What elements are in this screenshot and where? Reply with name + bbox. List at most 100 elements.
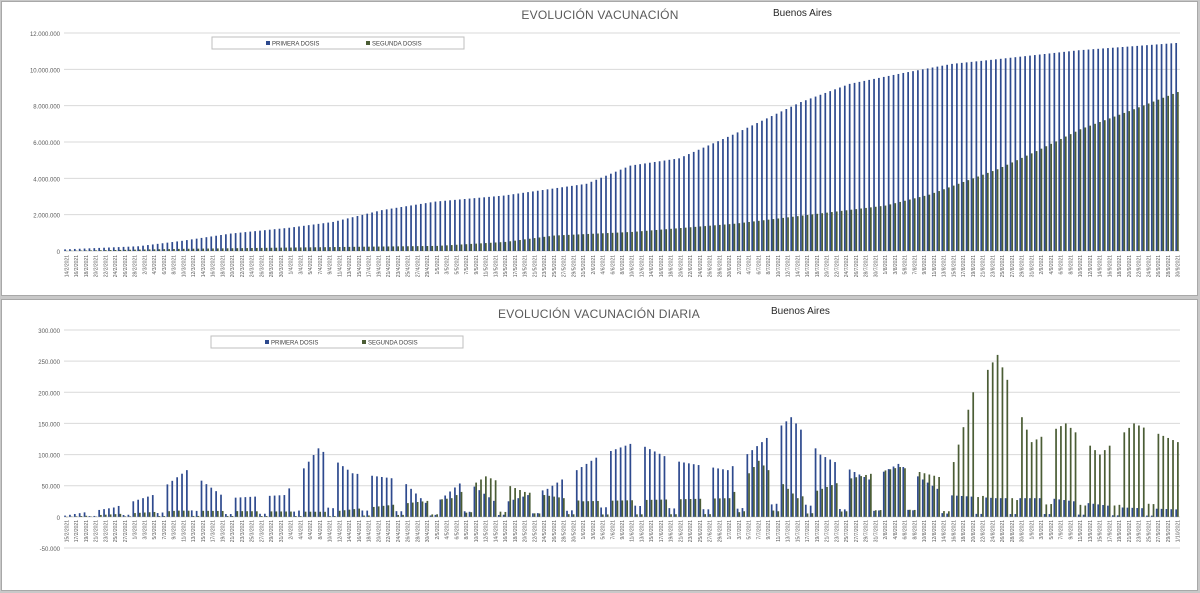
bar-primera-dosis (995, 498, 997, 517)
bar-primera-dosis (702, 509, 705, 517)
bar-primera-dosis (556, 482, 559, 517)
bar-primera-dosis (1004, 58, 1007, 251)
y-tick-label: 2.000.000 (33, 214, 60, 220)
x-tick-label: 14/2/2021 (64, 255, 70, 277)
x-tick-label: 19/5/2021 (523, 255, 529, 277)
bar-segunda-dosis (324, 247, 326, 251)
bar-segunda-dosis (1074, 131, 1077, 251)
bar-primera-dosis (88, 248, 91, 251)
bar-primera-dosis (507, 501, 510, 517)
bar-segunda-dosis (592, 501, 594, 517)
bar-segunda-dosis (202, 248, 205, 251)
x-tick-label: 8/8/2021 (912, 520, 918, 540)
bar-segunda-dosis (338, 247, 341, 251)
bar-segunda-dosis (943, 189, 945, 251)
bar-primera-dosis (351, 473, 354, 517)
bar-segunda-dosis (392, 246, 395, 251)
x-tick-label: 28/3/2021 (269, 255, 275, 277)
bar-primera-dosis (166, 484, 169, 517)
bar-segunda-dosis (1045, 146, 1048, 251)
bar-segunda-dosis (996, 354, 999, 517)
bar-primera-dosis (156, 513, 159, 517)
x-tick-label: 19/4/2021 (376, 255, 382, 277)
bar-segunda-dosis (182, 248, 185, 251)
bar-segunda-dosis (446, 498, 448, 517)
bar-primera-dosis (1019, 498, 1022, 517)
x-tick-label: 2/3/2021 (142, 255, 148, 275)
bar-primera-dosis (1058, 52, 1061, 252)
bar-segunda-dosis (455, 244, 458, 251)
bar-primera-dosis (722, 469, 724, 517)
bar-segunda-dosis (684, 227, 687, 251)
x-tick-label: 22/2/2021 (103, 255, 109, 277)
bar-primera-dosis (195, 510, 198, 517)
bar-primera-dosis (644, 163, 646, 251)
x-tick-label: 1/5/2021 (435, 255, 441, 275)
bar-primera-dosis (215, 491, 217, 517)
x-tick-label: 1/9/2021 (1029, 520, 1035, 540)
bar-segunda-dosis (918, 472, 921, 517)
bar-primera-dosis (580, 467, 583, 517)
bar-segunda-dosis (538, 513, 541, 517)
x-tick-label: 21/6/2021 (678, 520, 684, 542)
bar-primera-dosis (785, 109, 788, 251)
bar-primera-dosis (293, 511, 295, 517)
bar-primera-dosis (458, 199, 461, 251)
bar-segunda-dosis (119, 249, 122, 251)
x-tick-label: 28/2/2021 (133, 255, 139, 277)
x-tick-label: 1/7/2021 (727, 520, 733, 540)
bar-primera-dosis (1058, 499, 1061, 517)
bar-segunda-dosis (933, 475, 936, 517)
bar-segunda-dosis (860, 208, 862, 251)
bar-segunda-dosis (709, 514, 711, 517)
bar-primera-dosis (415, 493, 417, 517)
bar-primera-dosis (1029, 55, 1031, 251)
bar-primera-dosis (551, 188, 554, 251)
bar-primera-dosis (960, 62, 963, 252)
x-tick-label: 21/7/2021 (825, 520, 831, 542)
bar-primera-dosis (629, 443, 632, 517)
bar-primera-dosis (127, 246, 130, 251)
bar-segunda-dosis (1089, 125, 1092, 251)
bar-segunda-dosis (816, 490, 819, 517)
bar-primera-dosis (722, 139, 724, 251)
bar-primera-dosis (839, 87, 841, 251)
bar-segunda-dosis (333, 247, 336, 251)
bar-segunda-dosis (1094, 450, 1096, 517)
bar-segunda-dosis (139, 249, 141, 251)
bar-primera-dosis (975, 513, 978, 517)
bar-primera-dosis (385, 209, 388, 251)
bar-primera-dosis (536, 513, 539, 517)
bar-primera-dosis (473, 198, 476, 251)
x-tick-label: 8/6/2021 (620, 255, 626, 275)
bar-segunda-dosis (904, 468, 906, 517)
bar-primera-dosis (142, 245, 144, 251)
bar-primera-dosis (395, 207, 398, 251)
bar-primera-dosis (215, 235, 217, 251)
bar-segunda-dosis (241, 511, 244, 517)
bar-primera-dosis (770, 504, 773, 517)
bar-segunda-dosis (777, 218, 780, 251)
bar-primera-dosis (965, 62, 968, 252)
bar-primera-dosis (429, 515, 432, 517)
x-tick-label: 12/6/2021 (639, 255, 645, 277)
x-tick-label: 8/3/2021 (172, 255, 178, 275)
x-tick-label: 16/2/2021 (74, 255, 80, 277)
bar-primera-dosis (424, 203, 427, 251)
x-tick-label: 5/7/2021 (747, 520, 753, 540)
bar-segunda-dosis (1172, 93, 1174, 251)
x-tick-label: 18/9/2021 (1117, 255, 1123, 277)
y-tick-label: 150.000 (38, 422, 60, 428)
bar-segunda-dosis (124, 249, 127, 251)
x-tick-label: 6/9/2021 (1059, 255, 1065, 275)
bar-segunda-dosis (485, 476, 487, 517)
x-tick-label: 23/3/2021 (240, 520, 246, 542)
x-tick-label: 24/8/2021 (990, 520, 996, 542)
bar-segunda-dosis (665, 499, 668, 517)
bar-segunda-dosis (1025, 155, 1028, 252)
bar-primera-dosis (288, 488, 291, 517)
bar-segunda-dosis (894, 468, 897, 517)
y-tick-label: 200.000 (38, 391, 60, 397)
bar-segunda-dosis (689, 499, 692, 517)
bar-primera-dosis (522, 496, 525, 517)
